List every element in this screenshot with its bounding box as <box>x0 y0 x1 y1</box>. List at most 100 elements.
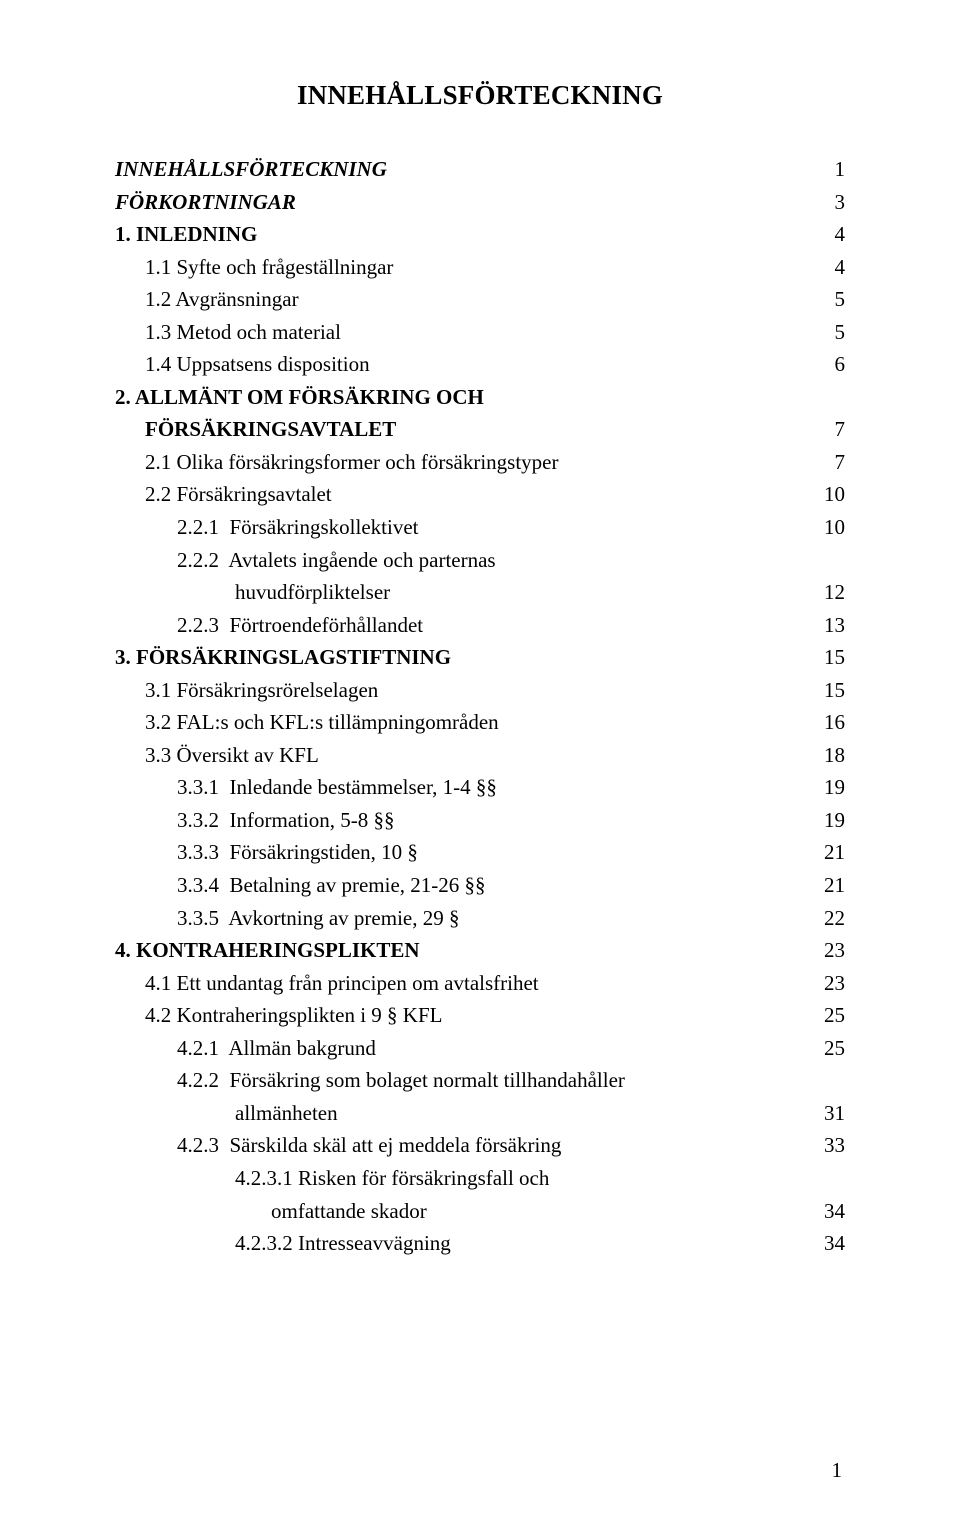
toc-entry-page: 19 <box>824 804 845 837</box>
page-number: 1 <box>832 1458 843 1483</box>
toc-entry-label: huvudförpliktelser <box>235 576 390 609</box>
toc-entry: 1. INLEDNING 4 <box>115 218 845 251</box>
toc-entry-page: 3 <box>835 186 846 219</box>
toc-entry-label: 2. ALLMÄNT OM FÖRSÄKRING OCH <box>115 381 484 414</box>
toc-entry: 4.2.2 Försäkring som bolaget normalt til… <box>115 1064 845 1097</box>
toc-entry-page: 1 <box>835 153 846 186</box>
toc-entry: 3.3.5 Avkortning av premie, 29 § 22 <box>115 902 845 935</box>
toc-entry-label: 3.3.3 Försäkringstiden, 10 § <box>177 836 418 869</box>
toc-entry-label: 2.2.1 Försäkringskollektivet <box>177 511 418 544</box>
toc-entry-label: 2.2 Försäkringsavtalet <box>145 478 332 511</box>
toc-entry-page: 5 <box>835 316 846 349</box>
toc-entry-label: 4.2.3.2 Intresseavvägning <box>235 1227 451 1260</box>
toc-entry-page: 10 <box>824 478 845 511</box>
toc-entry: 4.2.1 Allmän bakgrund 25 <box>115 1032 845 1065</box>
toc-entry-label: 1.3 Metod och material <box>145 316 341 349</box>
toc-entry-page: 25 <box>824 1032 845 1065</box>
toc-entry-label: 4.1 Ett undantag från principen om avtal… <box>145 967 539 1000</box>
toc-entry-page: 34 <box>824 1195 845 1228</box>
toc-entry-label: 3.2 FAL:s och KFL:s tillämpningområden <box>145 706 499 739</box>
toc-entry: 3.2 FAL:s och KFL:s tillämpningområden 16 <box>115 706 845 739</box>
toc-entry: 2.1 Olika försäkringsformer och försäkri… <box>115 446 845 479</box>
toc-entry: 1.3 Metod och material 5 <box>115 316 845 349</box>
toc-entry-label: 2.1 Olika försäkringsformer och försäkri… <box>145 446 558 479</box>
toc-entry: 1.4 Uppsatsens disposition 6 <box>115 348 845 381</box>
toc-entry: 3.3.1 Inledande bestämmelser, 1-4 §§ 19 <box>115 771 845 804</box>
toc-entry-label: 4.2.2 Försäkring som bolaget normalt til… <box>177 1064 625 1097</box>
toc-entry-label: 4.2.3 Särskilda skäl att ej meddela förs… <box>177 1129 561 1162</box>
toc-entry: 1.1 Syfte och frågeställningar 4 <box>115 251 845 284</box>
toc-entry-page: 33 <box>824 1129 845 1162</box>
toc-entry: INNEHÅLLSFÖRTECKNING 1 <box>115 153 845 186</box>
toc-entry: 2.2 Försäkringsavtalet 10 <box>115 478 845 511</box>
toc-entry-page: 12 <box>824 576 845 609</box>
toc-entry-page: 18 <box>824 739 845 772</box>
toc-entry-label: 3.3.2 Information, 5-8 §§ <box>177 804 395 837</box>
toc-entry-label: 4.2 Kontraheringsplikten i 9 § KFL <box>145 999 442 1032</box>
toc-entry-label: 3.3.5 Avkortning av premie, 29 § <box>177 902 460 935</box>
toc-entry-label: 4.2.3.1 Risken för försäkringsfall och <box>235 1162 549 1195</box>
toc-list: INNEHÅLLSFÖRTECKNING1FÖRKORTNINGAR31. IN… <box>115 153 845 1260</box>
toc-entry: FÖRKORTNINGAR 3 <box>115 186 845 219</box>
toc-entry-label: 1.1 Syfte och frågeställningar <box>145 251 393 284</box>
toc-entry-page: 31 <box>824 1097 845 1130</box>
toc-entry-page: 21 <box>824 869 845 902</box>
toc-entry-label: 3.3 Översikt av KFL <box>145 739 319 772</box>
toc-entry: 3.3.2 Information, 5-8 §§ 19 <box>115 804 845 837</box>
toc-entry-label: 1.2 Avgränsningar <box>145 283 299 316</box>
toc-entry: 2.2.1 Försäkringskollektivet 10 <box>115 511 845 544</box>
toc-entry: 4.1 Ett undantag från principen om avtal… <box>115 967 845 1000</box>
toc-entry: 4. KONTRAHERINGSPLIKTEN 23 <box>115 934 845 967</box>
toc-entry-page: 7 <box>835 446 846 479</box>
toc-entry-page: 19 <box>824 771 845 804</box>
toc-entry-label: 3.3.4 Betalning av premie, 21-26 §§ <box>177 869 486 902</box>
toc-entry: FÖRSÄKRINGSAVTALET 7 <box>115 413 845 446</box>
toc-entry: 3. FÖRSÄKRINGSLAGSTIFTNING 15 <box>115 641 845 674</box>
toc-entry: 3.3.3 Försäkringstiden, 10 § 21 <box>115 836 845 869</box>
toc-entry: 3.3.4 Betalning av premie, 21-26 §§ 21 <box>115 869 845 902</box>
page-title: INNEHÅLLSFÖRTECKNING <box>115 80 845 111</box>
toc-entry-label: 3. FÖRSÄKRINGSLAGSTIFTNING <box>115 641 451 674</box>
toc-entry-label: FÖRSÄKRINGSAVTALET <box>145 413 396 446</box>
toc-entry-page: 4 <box>835 218 846 251</box>
toc-entry: 4.2 Kontraheringsplikten i 9 § KFL 25 <box>115 999 845 1032</box>
toc-entry-page: 16 <box>824 706 845 739</box>
toc-page: INNEHÅLLSFÖRTECKNING INNEHÅLLSFÖRTECKNIN… <box>0 0 960 1535</box>
toc-entry-label: omfattande skador <box>271 1195 427 1228</box>
toc-entry-page: 22 <box>824 902 845 935</box>
toc-entry: 1.2 Avgränsningar 5 <box>115 283 845 316</box>
toc-entry-label: 3.3.1 Inledande bestämmelser, 1-4 §§ <box>177 771 497 804</box>
toc-entry: 2. ALLMÄNT OM FÖRSÄKRING OCH <box>115 381 845 414</box>
toc-entry-page: 13 <box>824 609 845 642</box>
toc-entry-label: allmänheten <box>235 1097 338 1130</box>
toc-entry: huvudförpliktelser 12 <box>115 576 845 609</box>
toc-entry: allmänheten 31 <box>115 1097 845 1130</box>
toc-entry-label: FÖRKORTNINGAR <box>115 186 296 219</box>
toc-entry-label: 1.4 Uppsatsens disposition <box>145 348 370 381</box>
toc-entry-label: INNEHÅLLSFÖRTECKNING <box>115 153 387 186</box>
toc-entry-page: 25 <box>824 999 845 1032</box>
toc-entry-page: 5 <box>835 283 846 316</box>
toc-entry: omfattande skador 34 <box>115 1195 845 1228</box>
toc-entry-label: 3.1 Försäkringsrörelselagen <box>145 674 378 707</box>
toc-entry-page: 23 <box>824 967 845 1000</box>
toc-entry-label: 4. KONTRAHERINGSPLIKTEN <box>115 934 420 967</box>
toc-entry: 4.2.3 Särskilda skäl att ej meddela förs… <box>115 1129 845 1162</box>
toc-entry-label: 1. INLEDNING <box>115 218 257 251</box>
toc-entry: 3.3 Översikt av KFL 18 <box>115 739 845 772</box>
toc-entry-page: 15 <box>824 641 845 674</box>
toc-entry: 3.1 Försäkringsrörelselagen 15 <box>115 674 845 707</box>
toc-entry-page: 7 <box>835 413 846 446</box>
toc-entry-label: 2.2.2 Avtalets ingående och parternas <box>177 544 496 577</box>
toc-entry-page: 6 <box>835 348 846 381</box>
toc-entry-page: 15 <box>824 674 845 707</box>
toc-entry-page: 23 <box>824 934 845 967</box>
toc-entry-label: 4.2.1 Allmän bakgrund <box>177 1032 376 1065</box>
toc-entry-page: 10 <box>824 511 845 544</box>
toc-entry: 2.2.2 Avtalets ingående och parternas <box>115 544 845 577</box>
toc-entry-page: 4 <box>835 251 846 284</box>
toc-entry-label: 2.2.3 Förtroendeförhållandet <box>177 609 423 642</box>
toc-entry-page: 21 <box>824 836 845 869</box>
toc-entry-page: 34 <box>824 1227 845 1260</box>
toc-entry: 2.2.3 Förtroendeförhållandet 13 <box>115 609 845 642</box>
